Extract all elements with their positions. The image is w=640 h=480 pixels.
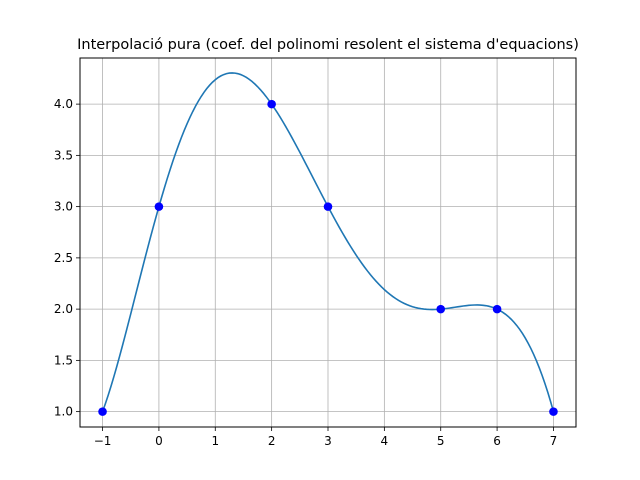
y-axis: 1.0 1.5 2.0 2.5 3.0 3.5 4.0 (54, 97, 80, 419)
x-tick-label: 0 (155, 434, 163, 448)
x-tick-label: 7 (550, 434, 558, 448)
x-tick-label: 3 (324, 434, 332, 448)
y-tick-label: 2.5 (54, 251, 73, 265)
x-tick-label: 6 (493, 434, 501, 448)
y-tick-label: 1.0 (54, 405, 73, 419)
y-tick-label: 3.5 (54, 148, 73, 162)
data-point (323, 202, 333, 211)
y-tick-label: 1.5 (54, 353, 73, 367)
chart-title: Interpolació pura (coef. del polinomi re… (77, 37, 579, 53)
data-point (492, 304, 502, 314)
x-tick-label: 4 (381, 434, 389, 448)
y-tick-label: 3.0 (54, 200, 73, 214)
y-tick-label: 4.0 (54, 97, 73, 111)
y-tick-label: 2.0 (54, 302, 73, 316)
data-point (436, 304, 446, 314)
points-layer (98, 99, 558, 416)
x-tick-label: 5 (437, 434, 445, 448)
x-tick-label: 1 (211, 434, 219, 448)
x-tick-label: 2 (268, 434, 276, 448)
data-point (549, 407, 558, 416)
x-tick-label: −1 (94, 434, 112, 448)
data-point (154, 202, 164, 211)
data-point (98, 407, 107, 416)
x-axis: −1 0 1 2 3 4 5 6 7 (94, 427, 558, 448)
data-point (267, 99, 276, 109)
